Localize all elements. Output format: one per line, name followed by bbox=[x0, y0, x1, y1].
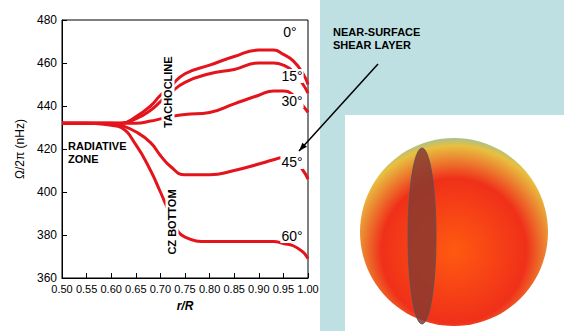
svg-text:0.80: 0.80 bbox=[199, 283, 220, 295]
svg-text:45°: 45° bbox=[281, 154, 302, 170]
svg-text:360: 360 bbox=[37, 271, 57, 285]
svg-text:Ω/2π (nHz): Ω/2π (nHz) bbox=[13, 119, 27, 179]
svg-text:0.75: 0.75 bbox=[174, 283, 195, 295]
svg-text:r/R: r/R bbox=[177, 299, 194, 313]
svg-text:30°: 30° bbox=[281, 93, 302, 109]
svg-text:400: 400 bbox=[37, 185, 57, 199]
svg-text:SHEAR LAYER: SHEAR LAYER bbox=[333, 39, 411, 51]
svg-text:460: 460 bbox=[37, 56, 57, 70]
svg-text:0.95: 0.95 bbox=[273, 283, 294, 295]
svg-text:440: 440 bbox=[37, 99, 57, 113]
svg-text:0.55: 0.55 bbox=[76, 283, 97, 295]
svg-text:0.70: 0.70 bbox=[150, 283, 171, 295]
svg-text:RADIATIVE: RADIATIVE bbox=[68, 140, 126, 152]
svg-text:NEAR-SURFACE: NEAR-SURFACE bbox=[333, 26, 420, 38]
svg-text:0.65: 0.65 bbox=[125, 283, 146, 295]
svg-text:0.50: 0.50 bbox=[51, 283, 72, 295]
svg-text:TACHOCLINE: TACHOCLINE bbox=[162, 56, 174, 127]
svg-text:0.90: 0.90 bbox=[248, 283, 269, 295]
svg-text:480: 480 bbox=[37, 13, 57, 27]
svg-text:380: 380 bbox=[37, 228, 57, 242]
svg-text:420: 420 bbox=[37, 142, 57, 156]
svg-text:1.00: 1.00 bbox=[297, 283, 318, 295]
svg-text:0°: 0° bbox=[283, 24, 296, 40]
svg-text:15°: 15° bbox=[281, 68, 302, 84]
svg-text:60°: 60° bbox=[281, 228, 302, 244]
svg-text:ZONE: ZONE bbox=[68, 153, 99, 165]
svg-text:CZ BOTTOM: CZ BOTTOM bbox=[166, 189, 178, 254]
svg-text:0.60: 0.60 bbox=[100, 283, 121, 295]
svg-text:0.85: 0.85 bbox=[223, 283, 244, 295]
